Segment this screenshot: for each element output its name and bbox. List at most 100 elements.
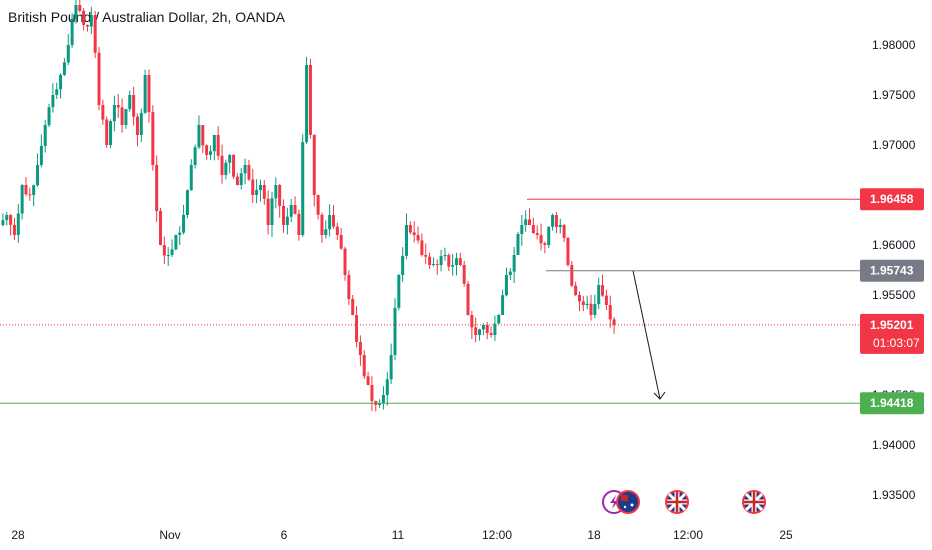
candle xyxy=(293,196,297,215)
candle xyxy=(405,213,409,260)
candle xyxy=(554,211,558,234)
candle xyxy=(93,11,97,58)
candle xyxy=(109,119,113,149)
candle xyxy=(185,189,189,219)
candle xyxy=(297,209,301,241)
event-icons[interactable] xyxy=(602,490,766,514)
candle xyxy=(282,199,286,233)
candle xyxy=(147,69,151,123)
candles-layer xyxy=(1,0,616,412)
candle xyxy=(36,153,40,187)
candle xyxy=(85,24,89,32)
y-tick-label: 1.98000 xyxy=(872,38,916,52)
candle xyxy=(408,221,412,235)
candle xyxy=(362,350,366,380)
badge-target-text: 1.94418 xyxy=(870,396,914,410)
candle xyxy=(159,207,163,246)
candle xyxy=(155,155,159,222)
y-tick-label: 1.97500 xyxy=(872,88,916,102)
candle xyxy=(182,204,186,235)
candle xyxy=(89,6,93,35)
candle xyxy=(343,246,347,281)
candle xyxy=(235,173,239,186)
candle xyxy=(466,280,470,316)
x-tick-label: 12:00 xyxy=(482,528,512,542)
candle xyxy=(266,190,270,235)
candle xyxy=(316,194,320,220)
candle xyxy=(347,270,351,306)
candle xyxy=(216,126,220,160)
candle xyxy=(389,343,393,384)
candle xyxy=(116,93,120,118)
candle xyxy=(312,134,316,207)
candle xyxy=(189,159,193,191)
candle xyxy=(381,386,385,410)
candle xyxy=(101,99,105,125)
candle xyxy=(270,191,274,237)
candle xyxy=(543,241,547,254)
candle xyxy=(301,134,305,237)
candle xyxy=(151,105,155,171)
y-tick-label: 1.95500 xyxy=(872,288,916,302)
candle xyxy=(374,400,378,412)
candle xyxy=(16,204,20,243)
candle xyxy=(278,184,282,218)
candle xyxy=(224,159,228,180)
candle xyxy=(228,154,232,174)
candle xyxy=(508,267,512,281)
candle xyxy=(135,113,139,147)
candle xyxy=(420,233,424,257)
candle xyxy=(501,289,505,316)
candle xyxy=(535,225,539,240)
candle xyxy=(577,291,581,312)
candle xyxy=(401,247,405,283)
candle xyxy=(539,223,543,251)
candle xyxy=(451,253,455,276)
uk-flag-icon[interactable] xyxy=(665,490,689,514)
candle xyxy=(531,217,535,234)
candle xyxy=(370,376,374,412)
candle xyxy=(597,277,601,310)
candle xyxy=(128,90,132,112)
candle xyxy=(497,313,501,324)
candle xyxy=(416,226,420,244)
candle xyxy=(120,98,124,133)
candle xyxy=(220,144,224,184)
candle xyxy=(462,260,466,287)
candle xyxy=(558,218,562,234)
candle xyxy=(143,69,147,114)
candle xyxy=(485,322,489,340)
y-tick-label: 1.96000 xyxy=(872,238,916,252)
candle xyxy=(366,371,370,386)
candle xyxy=(70,13,74,48)
candle xyxy=(47,103,51,128)
candle xyxy=(308,58,312,139)
candle xyxy=(601,274,605,297)
candle xyxy=(351,295,355,316)
y-tick-label: 1.94000 xyxy=(872,438,916,452)
y-tick-label: 1.93500 xyxy=(872,488,916,502)
candle xyxy=(62,58,66,76)
candle xyxy=(443,247,447,261)
candle xyxy=(193,144,197,169)
uk-flag-icon[interactable] xyxy=(742,490,766,514)
candle xyxy=(428,252,432,270)
x-tick-label: 18 xyxy=(587,528,601,542)
x-axis: 28 Nov 6 11 12:00 18 12:00 25 xyxy=(11,528,793,542)
candle xyxy=(608,295,612,328)
candle xyxy=(324,220,328,239)
arrowhead-icon xyxy=(653,391,666,400)
candle xyxy=(612,316,616,334)
candle xyxy=(166,247,170,266)
candle xyxy=(255,179,259,204)
candle xyxy=(593,294,597,319)
projection-arrow[interactable] xyxy=(632,270,661,400)
candle xyxy=(5,212,9,226)
badge-entry-text: 1.95743 xyxy=(870,264,914,278)
candle xyxy=(124,108,128,129)
australia-flag-icon[interactable] xyxy=(616,490,640,514)
candle xyxy=(604,289,608,311)
candle xyxy=(55,82,59,99)
x-tick-label: Nov xyxy=(159,528,180,542)
